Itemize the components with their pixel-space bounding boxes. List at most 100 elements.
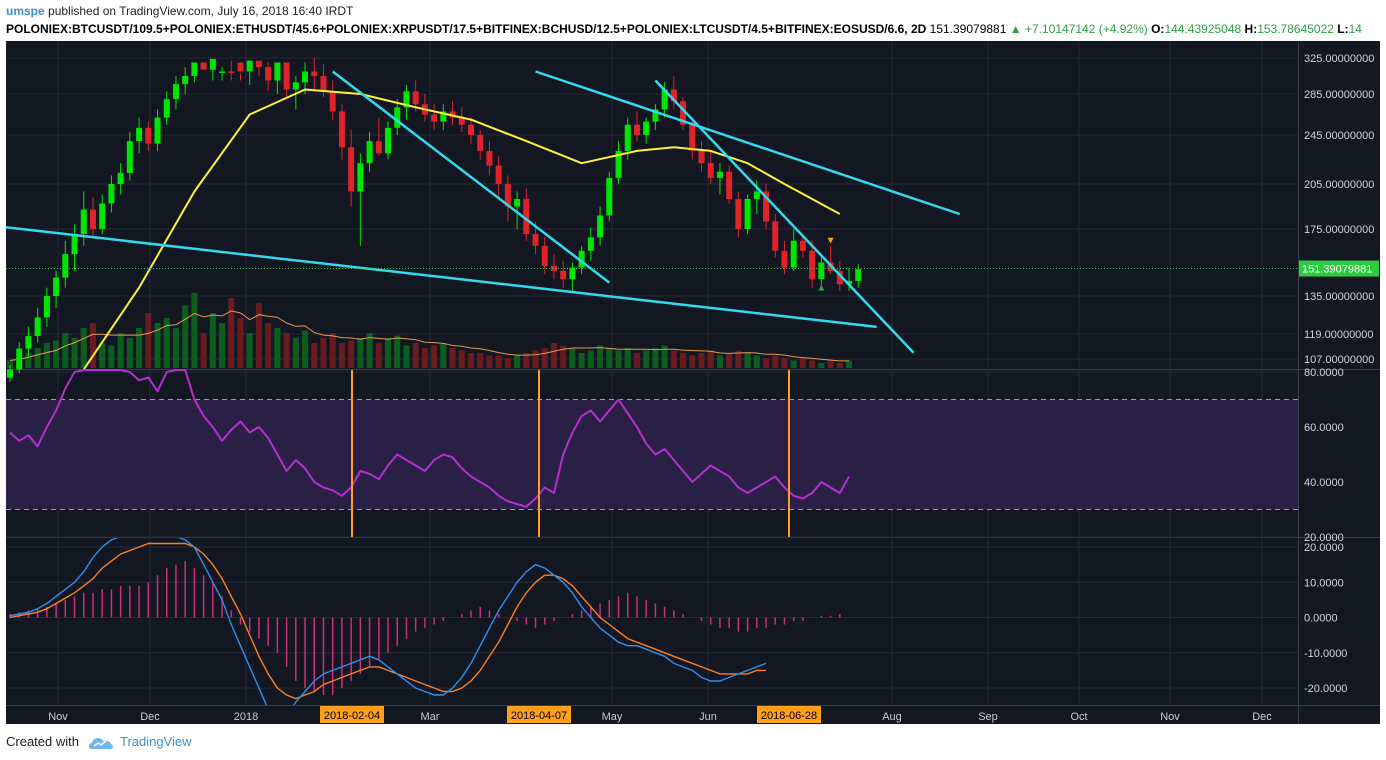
volume-bar xyxy=(716,355,723,368)
x-tick-label: Nov xyxy=(48,711,68,723)
volume-bar xyxy=(670,350,677,368)
candle xyxy=(16,342,23,374)
symbol-bar: POLONIEX:BTCUSDT/109.5+POLONIEX:ETHUSDT/… xyxy=(6,22,1362,38)
candle-body xyxy=(744,199,751,229)
volume-bar xyxy=(532,350,539,368)
volume-bar xyxy=(108,345,115,368)
candle xyxy=(219,67,226,81)
x-tick-label: 2018 xyxy=(234,711,258,723)
volume-bar xyxy=(680,353,687,368)
volume-bar xyxy=(661,345,668,368)
candle-body xyxy=(477,135,484,151)
macd-tick-label: -20.0000 xyxy=(1304,683,1347,695)
x-tick-label: Mar xyxy=(421,711,440,723)
volume-bar xyxy=(504,358,511,368)
volume-ma-line xyxy=(9,310,850,362)
candle-body xyxy=(145,127,152,144)
tradingview-cloud-icon xyxy=(88,737,113,749)
volume-bar xyxy=(375,343,382,368)
candle-body xyxy=(726,171,733,199)
date-marker-label: 2018-04-07 xyxy=(511,710,567,722)
candle-body xyxy=(855,269,862,281)
candle xyxy=(357,153,364,246)
candle xyxy=(514,191,521,229)
chart-area[interactable]: Nov Dec 2018 Mar May Jun Aug Sep Oct Nov Dec 325.00… xyxy=(6,41,1380,724)
candle-body xyxy=(53,277,60,296)
trendline xyxy=(654,79,915,354)
candle xyxy=(468,117,474,144)
price-tick-label: 175.00000000 xyxy=(1304,224,1374,236)
candle-body xyxy=(772,221,779,251)
candle xyxy=(698,141,705,172)
candle xyxy=(71,224,78,271)
candle-body xyxy=(809,250,816,280)
candle-body xyxy=(329,91,336,112)
macd-tick-label: 10.0000 xyxy=(1304,577,1344,589)
candle xyxy=(154,109,161,151)
candle xyxy=(744,194,751,235)
candle xyxy=(772,214,779,258)
author-name[interactable]: umspe xyxy=(6,4,45,18)
candle-body xyxy=(154,117,161,144)
candle-body xyxy=(117,172,124,184)
last-price-badge xyxy=(1299,260,1379,277)
volume-bar xyxy=(421,348,428,368)
candle-body xyxy=(108,184,115,204)
macd-tick-label: 20.0000 xyxy=(1304,542,1344,554)
candle xyxy=(523,188,530,241)
price-tick-label: 205.00000000 xyxy=(1304,179,1374,191)
candle xyxy=(569,262,576,291)
volume-bar xyxy=(255,303,262,368)
candle xyxy=(283,62,290,98)
volume-bar xyxy=(836,363,843,368)
candle-body xyxy=(707,163,714,178)
tradingview-link[interactable]: TradingView xyxy=(120,734,192,749)
candle-body xyxy=(191,62,198,76)
candle xyxy=(163,91,170,125)
x-tick-label: May xyxy=(602,711,623,723)
candle-body xyxy=(578,250,585,268)
volume-bar xyxy=(412,343,419,368)
candle-body xyxy=(283,62,290,90)
footer: Created with TradingView xyxy=(6,734,192,750)
volume-bar xyxy=(265,323,272,368)
volume-bar xyxy=(34,348,41,368)
volume-bar xyxy=(846,360,853,368)
volume-bar xyxy=(449,348,456,368)
candle-body xyxy=(550,265,557,271)
candle xyxy=(338,104,345,160)
candle-body xyxy=(320,76,327,92)
volume-bar xyxy=(689,355,696,368)
candle xyxy=(781,240,788,275)
volume-bar xyxy=(311,343,318,368)
candle xyxy=(486,141,493,176)
volume-bar xyxy=(283,333,290,368)
candle xyxy=(329,80,336,120)
date-marker-label: 2018-02-04 xyxy=(324,710,380,722)
publish-header: umspe published on TradingView.com, July… xyxy=(6,4,353,20)
candle-body xyxy=(302,71,309,83)
candle-body xyxy=(34,317,41,337)
candle xyxy=(145,121,152,151)
candle-body xyxy=(228,71,235,73)
candle-body xyxy=(587,237,594,251)
candle-body xyxy=(182,76,189,85)
candle-body xyxy=(652,109,659,122)
price-tick-label: 285.00000000 xyxy=(1304,89,1374,101)
volume-bar xyxy=(357,338,364,368)
candle-body xyxy=(265,67,272,81)
macd-tick-label: -10.0000 xyxy=(1304,648,1347,660)
candle xyxy=(255,60,262,76)
volume-bar xyxy=(154,323,161,368)
axes: Nov Dec 2018 Mar May Jun Aug Sep Oct Nov Dec 325.00… xyxy=(48,53,1379,723)
candle-body xyxy=(495,165,502,184)
volume-bar xyxy=(99,343,106,368)
candle xyxy=(495,155,502,199)
candle-body xyxy=(643,121,650,135)
candle xyxy=(117,163,124,195)
macd-line xyxy=(9,538,767,705)
macd-plot xyxy=(9,538,841,705)
volume-bar xyxy=(726,353,733,368)
last-price: 151.39079881 xyxy=(929,22,1007,36)
candle-body xyxy=(716,171,723,178)
